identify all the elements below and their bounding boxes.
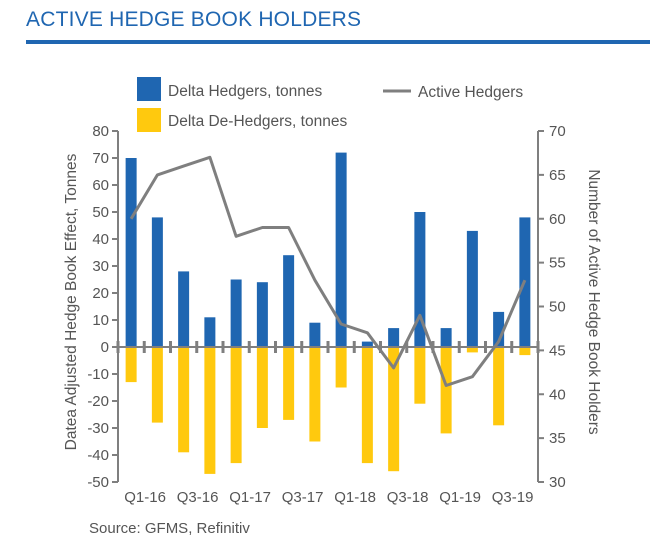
- delta-hedgers-bar: [204, 317, 216, 347]
- right-tick-label: 35: [549, 430, 566, 447]
- right-tick-label: 55: [549, 255, 566, 272]
- right-tick-label: 40: [549, 386, 566, 403]
- left-tick-label: -40: [87, 447, 109, 464]
- x-tick-label: Q3-16: [177, 489, 219, 506]
- left-tick-label: 10: [92, 312, 109, 329]
- active-hedgers-line: [129, 155, 527, 387]
- de-hedgers-bar: [414, 347, 426, 404]
- left-tick-label: -30: [87, 420, 109, 437]
- left-tick-label: 20: [92, 285, 109, 302]
- left-tick-label: -10: [87, 366, 109, 383]
- delta-hedgers-bar: [466, 230, 478, 347]
- source-note: Source: GFMS, Refinitiv: [89, 520, 250, 537]
- de-hedgers-bar: [388, 347, 400, 472]
- left-axis-title: Datea Adjusted Hedge Book Effect, Tonnes: [63, 153, 80, 450]
- delta-hedgers-bar: [388, 328, 400, 347]
- delta-hedgers-bar: [283, 255, 295, 347]
- de-hedgers-bar: [493, 347, 505, 426]
- right-tick-label: 50: [549, 299, 566, 316]
- de-hedgers-bar: [230, 347, 242, 464]
- left-tick-label: 30: [92, 258, 109, 275]
- delta-hedgers-bar: [414, 212, 426, 347]
- delta-hedgers-bar: [309, 322, 321, 347]
- delta-hedgers-bar: [493, 311, 505, 347]
- left-tick-label: 40: [92, 231, 109, 248]
- legend-label-delta-hedgers: Delta Hedgers, tonnes: [168, 83, 322, 100]
- title-rule: [26, 40, 650, 44]
- left-tick-label: -50: [87, 474, 109, 491]
- de-hedgers-bar: [125, 347, 137, 383]
- x-tick-label: Q3-17: [282, 489, 324, 506]
- x-tick-label: Q3-19: [492, 489, 534, 506]
- right-tick-label: 60: [549, 211, 566, 228]
- delta-hedgers-bar: [125, 158, 137, 347]
- legend-label-active-hedgers: Active Hedgers: [418, 84, 523, 101]
- delta-hedgers-bar: [178, 271, 190, 347]
- left-tick-label: -20: [87, 393, 109, 410]
- right-tick-label: 65: [549, 167, 566, 184]
- de-hedgers-bar: [256, 347, 268, 428]
- delta-hedgers-bar: [151, 217, 163, 347]
- right-tick-label: 45: [549, 342, 566, 359]
- delta-hedgers-bar: [256, 282, 268, 347]
- delta-hedgers-bar: [361, 341, 373, 347]
- left-tick-label: 60: [92, 177, 109, 194]
- de-hedgers-bar: [204, 347, 216, 474]
- x-tick-label: Q1-16: [124, 489, 166, 506]
- delta-hedgers-bar: [440, 328, 452, 347]
- de-hedgers-bar: [519, 347, 531, 356]
- right-tick-label: 70: [549, 123, 566, 140]
- x-tick-label: Q1-17: [229, 489, 271, 506]
- de-hedgers-bar: [466, 347, 478, 353]
- legend-label-de-hedgers: Delta De-Hedgers, tonnes: [168, 113, 347, 130]
- left-tick-label: 0: [101, 339, 109, 356]
- delta-hedgers-bar: [230, 279, 242, 347]
- de-hedgers-bar: [178, 347, 190, 453]
- chart-title: ACTIVE HEDGE BOOK HOLDERS: [26, 8, 362, 31]
- right-axis-title: Number of Active Hedge Book Holders: [585, 169, 602, 435]
- x-tick-label: Q1-18: [334, 489, 376, 506]
- x-tick-label: Q3-18: [387, 489, 429, 506]
- left-tick-label: 70: [92, 150, 109, 167]
- legend-swatch-de-hedgers: [137, 108, 161, 132]
- de-hedgers-bar: [309, 347, 321, 442]
- legend-swatch-delta-hedgers: [137, 77, 161, 101]
- x-tick-label: Q1-19: [439, 489, 481, 506]
- right-tick-label: 30: [549, 474, 566, 491]
- de-hedgers-bar: [283, 347, 295, 420]
- de-hedgers-bar: [335, 347, 347, 388]
- de-hedgers-bar: [440, 347, 452, 434]
- de-hedgers-bar: [151, 347, 163, 423]
- delta-hedgers-bar: [335, 152, 347, 347]
- left-tick-label: 80: [92, 123, 109, 140]
- left-tick-label: 50: [92, 204, 109, 221]
- de-hedgers-bar: [361, 347, 373, 464]
